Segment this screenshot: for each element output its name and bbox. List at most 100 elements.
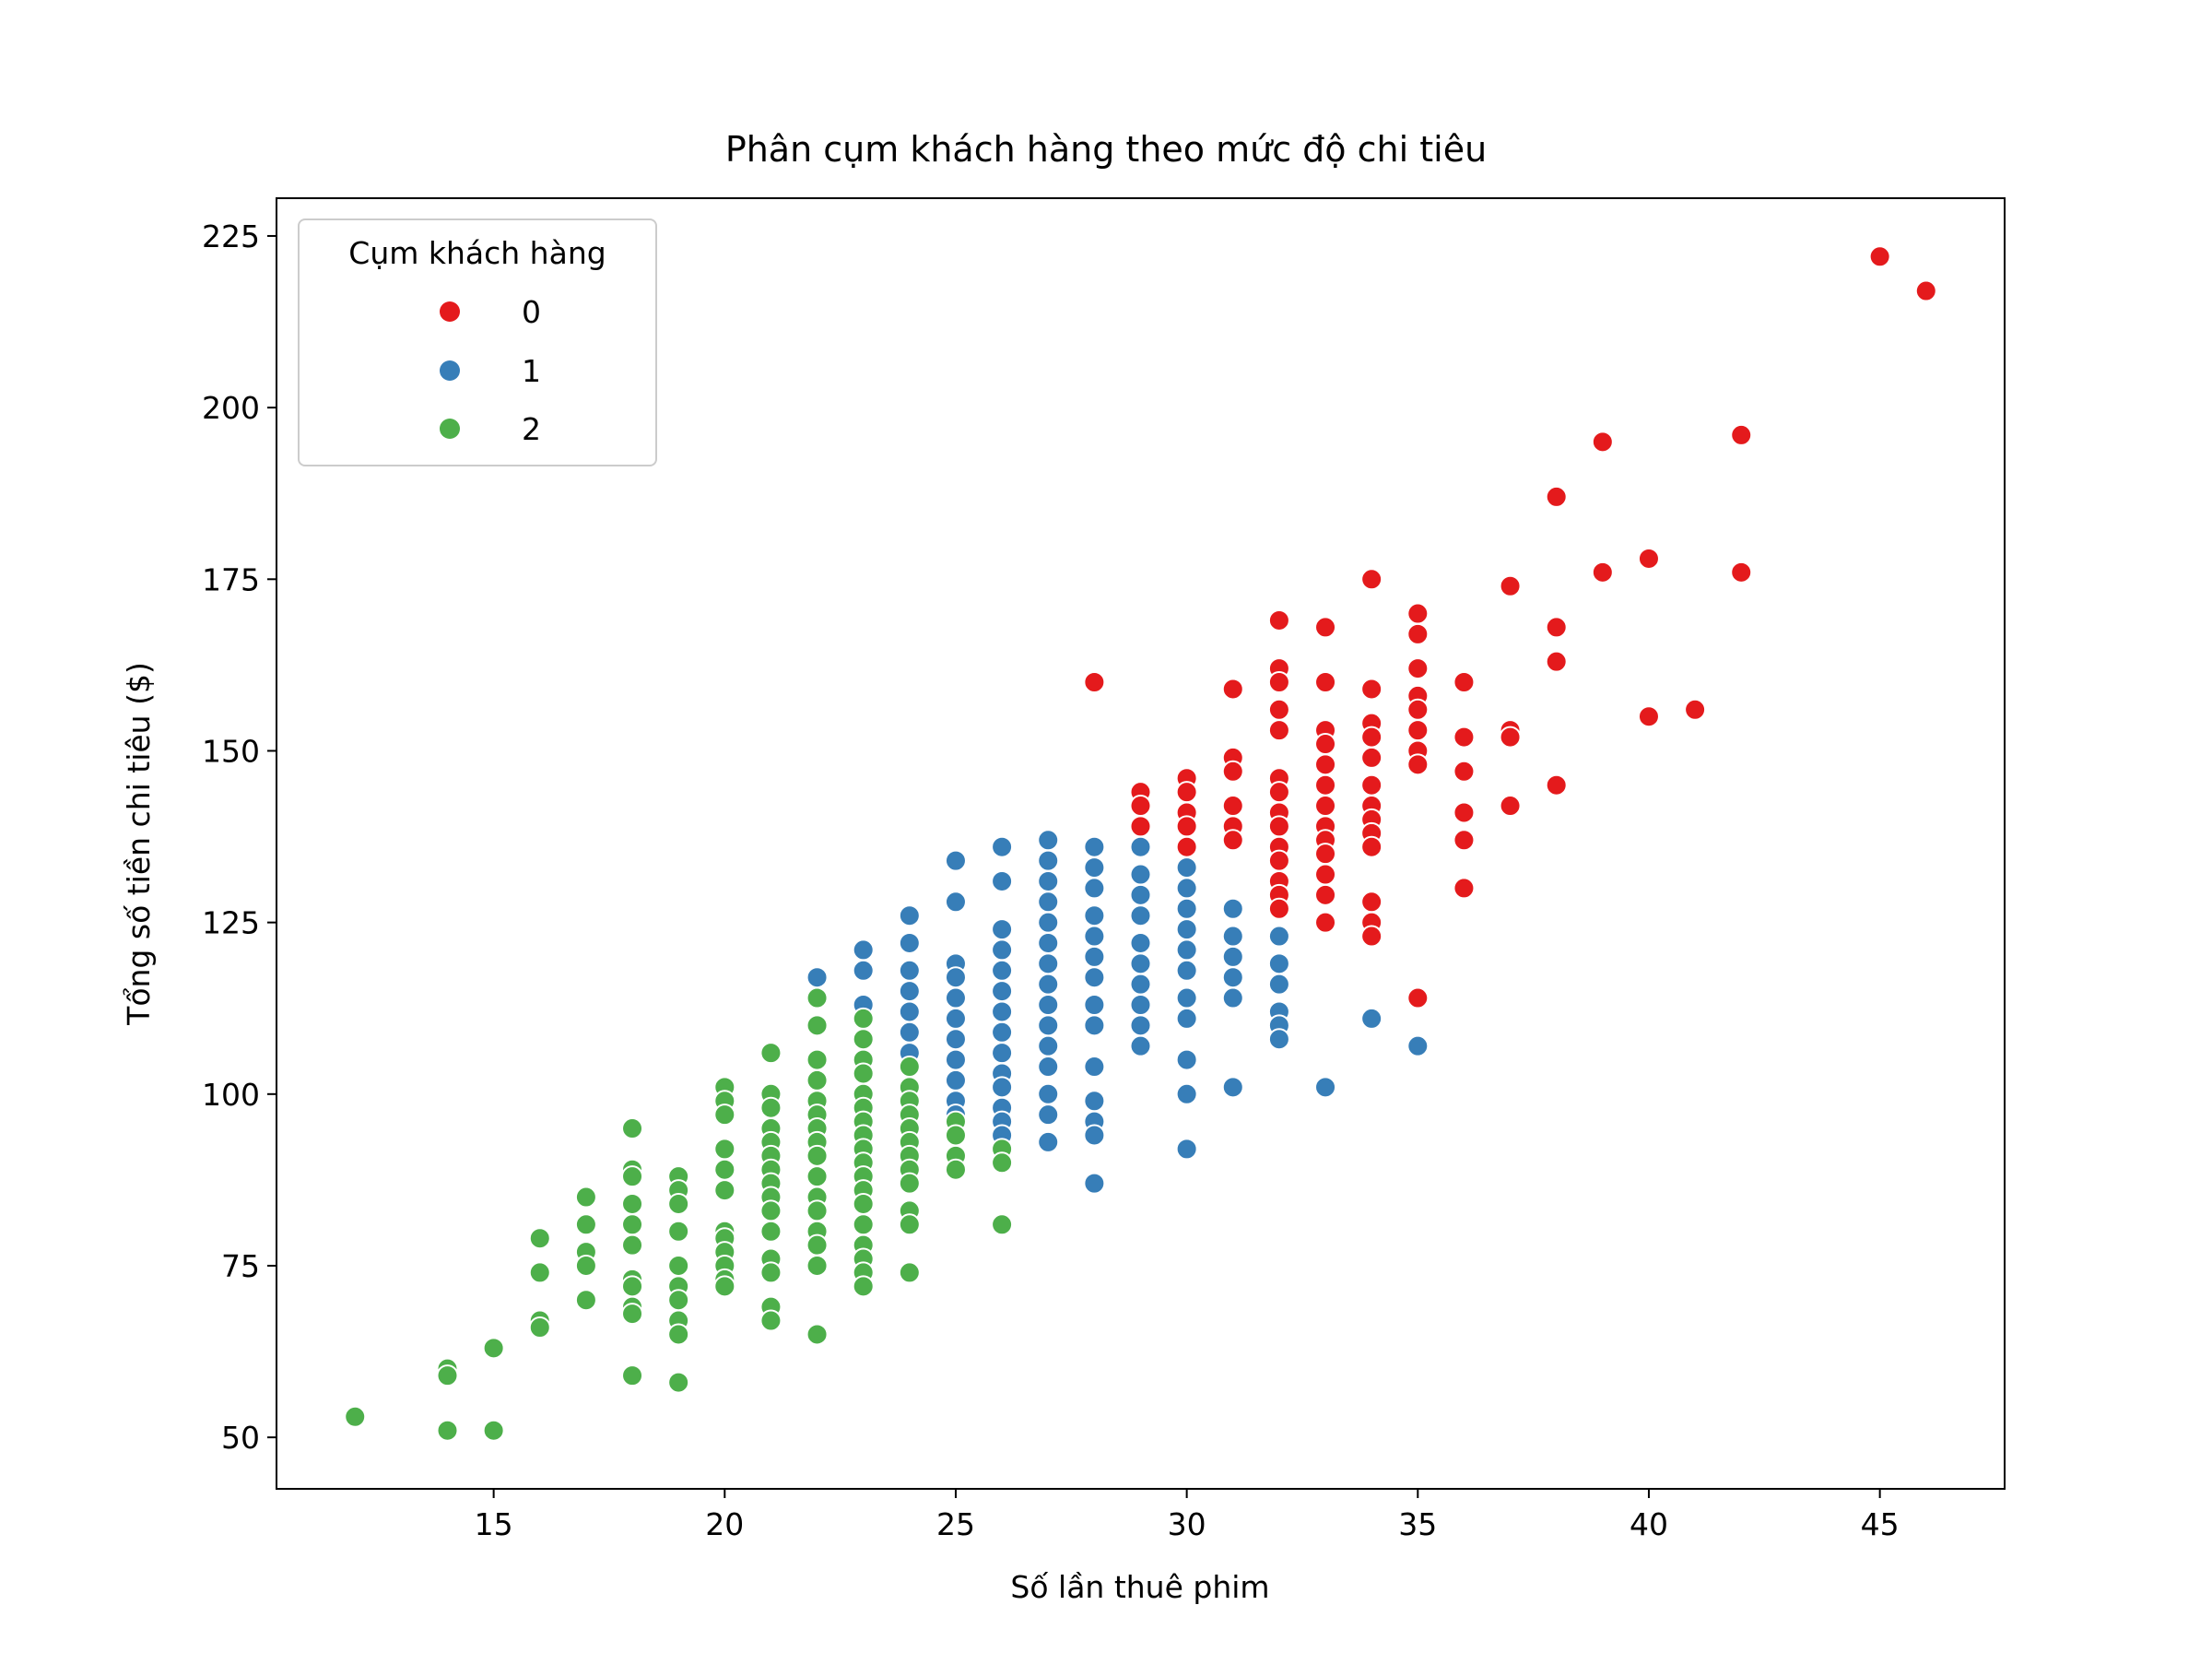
data-point-cluster-2 xyxy=(806,1254,829,1277)
data-point-cluster-0 xyxy=(1499,795,1522,818)
data-point-cluster-0 xyxy=(1868,245,1891,268)
data-point-cluster-1 xyxy=(852,938,875,962)
data-point-cluster-2 xyxy=(667,1254,690,1277)
data-point-cluster-1 xyxy=(944,1028,967,1051)
data-point-cluster-2 xyxy=(344,1405,367,1428)
data-point-cluster-2 xyxy=(713,1158,736,1181)
y-tick-label: 125 xyxy=(202,905,260,941)
x-tick-label: 45 xyxy=(1861,1506,1900,1542)
data-point-cluster-2 xyxy=(852,1192,875,1215)
data-point-cluster-2 xyxy=(667,1220,690,1243)
data-point-cluster-1 xyxy=(1083,1124,1106,1147)
data-point-cluster-0 xyxy=(1360,568,1383,591)
y-tick-label: 50 xyxy=(221,1420,260,1456)
data-point-cluster-0 xyxy=(1545,773,1568,797)
data-point-cluster-0 xyxy=(1914,279,1937,302)
legend-label-2: 2 xyxy=(522,411,541,447)
data-point-cluster-2 xyxy=(621,1233,644,1257)
data-point-cluster-2 xyxy=(667,1371,690,1394)
data-point-cluster-2 xyxy=(621,1303,644,1326)
data-point-cluster-1 xyxy=(1267,1028,1290,1051)
data-point-cluster-1 xyxy=(1037,911,1060,934)
data-point-cluster-0 xyxy=(1221,829,1244,852)
data-point-cluster-1 xyxy=(1083,856,1106,879)
data-point-cluster-0 xyxy=(1453,760,1476,783)
data-point-cluster-1 xyxy=(1406,1034,1430,1057)
data-point-cluster-0 xyxy=(1267,815,1290,838)
data-point-cluster-2 xyxy=(528,1316,551,1339)
data-point-cluster-1 xyxy=(991,1042,1014,1065)
data-point-cluster-2 xyxy=(806,1068,829,1092)
data-point-cluster-1 xyxy=(1221,1076,1244,1099)
data-point-cluster-0 xyxy=(1360,678,1383,701)
data-point-cluster-2 xyxy=(667,1323,690,1346)
data-point-cluster-2 xyxy=(759,1261,782,1284)
data-point-cluster-1 xyxy=(1175,918,1198,941)
data-point-cluster-2 xyxy=(713,1138,736,1161)
data-point-cluster-0 xyxy=(1684,698,1707,721)
data-point-cluster-0 xyxy=(1545,485,1568,508)
data-point-cluster-1 xyxy=(1083,994,1106,1016)
data-point-cluster-1 xyxy=(1314,1076,1337,1099)
legend-box xyxy=(298,218,657,466)
data-point-cluster-1 xyxy=(1037,849,1060,872)
data-point-cluster-2 xyxy=(621,1117,644,1140)
data-point-cluster-1 xyxy=(1129,931,1152,954)
data-point-cluster-0 xyxy=(1267,671,1290,693)
data-point-cluster-1 xyxy=(1175,1007,1198,1030)
data-point-cluster-2 xyxy=(436,1419,459,1442)
data-point-cluster-0 xyxy=(1499,726,1522,749)
data-point-cluster-1 xyxy=(944,1007,967,1030)
data-point-cluster-0 xyxy=(1314,795,1337,818)
x-axis: 15 20 25 30 35 40 45 xyxy=(475,1489,1900,1542)
data-point-cluster-1 xyxy=(991,959,1014,982)
x-tick-label: 25 xyxy=(936,1506,975,1542)
data-point-cluster-1 xyxy=(1037,1130,1060,1153)
data-point-cluster-0 xyxy=(1360,773,1383,797)
data-point-cluster-0 xyxy=(1591,431,1614,454)
data-point-cluster-1 xyxy=(1037,1014,1060,1037)
data-point-cluster-1 xyxy=(1175,877,1198,900)
data-point-cluster-2 xyxy=(806,1014,829,1037)
data-point-cluster-2 xyxy=(759,1309,782,1332)
y-tick-label: 75 xyxy=(221,1248,260,1284)
y-axis: 50 75 100 125 150 175 200 225 xyxy=(202,218,276,1456)
data-point-cluster-1 xyxy=(1129,863,1152,886)
data-point-cluster-2 xyxy=(806,1048,829,1071)
legend-label-0: 0 xyxy=(522,294,541,330)
data-point-cluster-1 xyxy=(898,931,921,954)
data-point-cluster-1 xyxy=(1175,959,1198,982)
data-point-cluster-0 xyxy=(1314,911,1337,934)
data-point-cluster-0 xyxy=(1406,753,1430,776)
data-point-cluster-0 xyxy=(1453,829,1476,852)
data-point-cluster-2 xyxy=(759,1199,782,1222)
data-point-cluster-0 xyxy=(1730,561,1753,584)
data-point-cluster-2 xyxy=(574,1213,597,1236)
data-point-cluster-2 xyxy=(806,1144,829,1167)
x-tick-label: 35 xyxy=(1398,1506,1437,1542)
data-point-cluster-0 xyxy=(1314,671,1337,693)
data-point-cluster-0 xyxy=(1314,773,1337,797)
x-tick-label: 30 xyxy=(1168,1506,1206,1542)
data-point-cluster-1 xyxy=(1360,1007,1383,1030)
data-point-cluster-1 xyxy=(1129,835,1152,858)
data-point-cluster-0 xyxy=(1453,726,1476,749)
data-point-cluster-0 xyxy=(1453,877,1476,900)
data-point-cluster-0 xyxy=(1267,897,1290,920)
data-point-cluster-2 xyxy=(667,1192,690,1215)
data-point-cluster-1 xyxy=(1083,925,1106,948)
y-tick-label: 150 xyxy=(202,733,260,769)
data-point-cluster-1 xyxy=(991,869,1014,892)
data-point-cluster-1 xyxy=(1267,952,1290,975)
data-point-cluster-1 xyxy=(1037,1056,1060,1079)
data-point-cluster-0 xyxy=(1267,781,1290,804)
x-tick-label: 20 xyxy=(705,1506,744,1542)
data-point-cluster-2 xyxy=(436,1364,459,1387)
data-point-cluster-1 xyxy=(898,904,921,927)
y-tick-label: 175 xyxy=(202,561,260,597)
data-point-cluster-1 xyxy=(1037,1103,1060,1127)
data-point-cluster-2 xyxy=(806,986,829,1009)
data-point-cluster-1 xyxy=(898,1000,921,1023)
data-point-cluster-1 xyxy=(806,966,829,989)
data-point-cluster-1 xyxy=(1037,931,1060,954)
